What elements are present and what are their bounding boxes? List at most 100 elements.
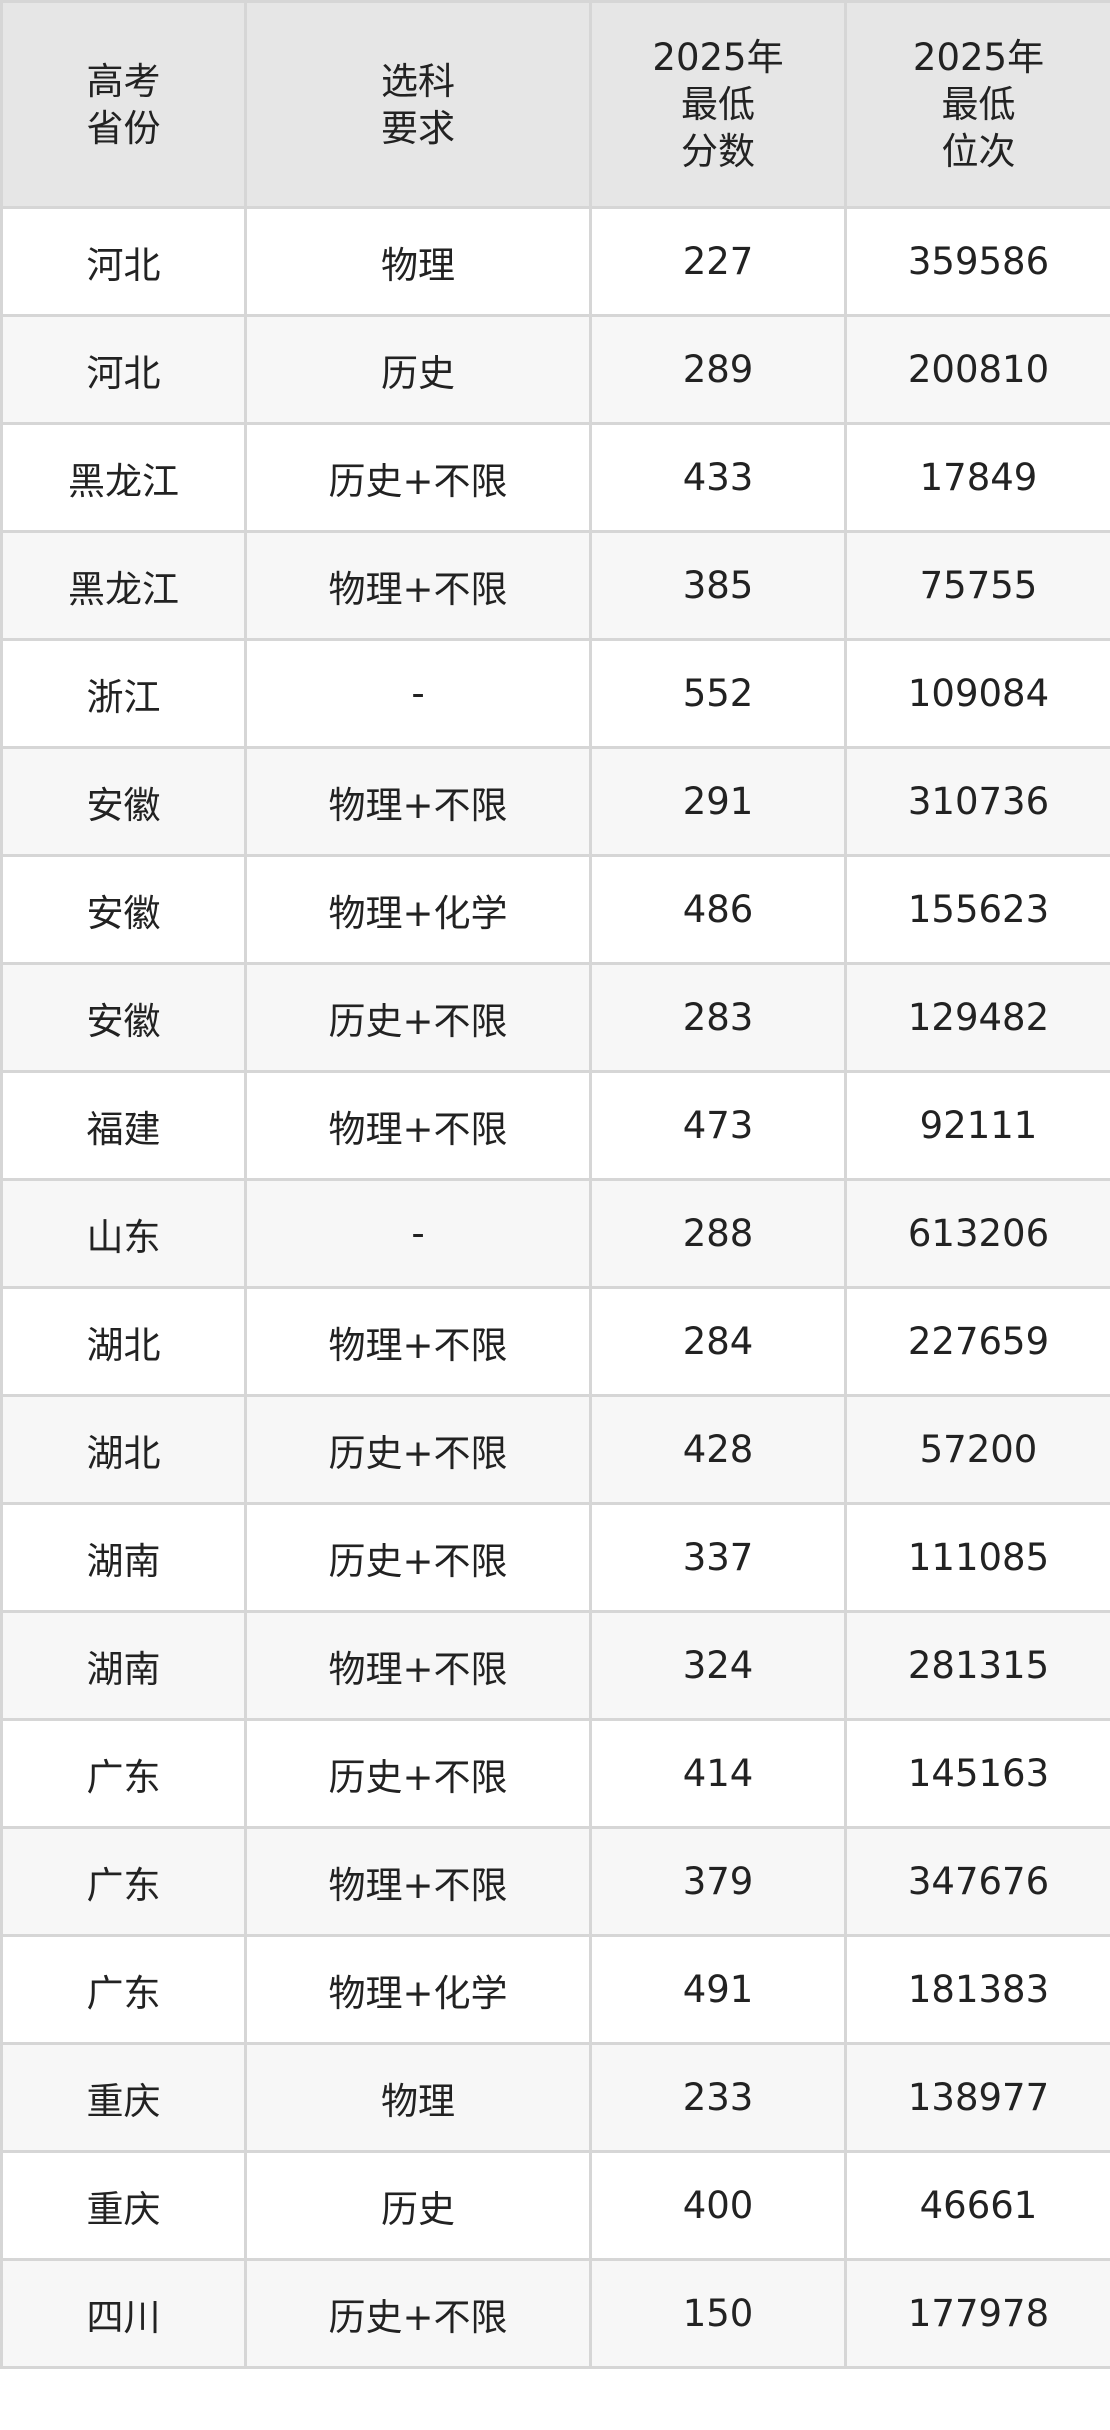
cell-subject: 物理+不限 (244, 746, 592, 857)
cell-province: 湖北 (0, 1286, 247, 1397)
cell-province: 安徽 (0, 746, 247, 857)
cell-min-score: 233 (589, 2042, 847, 2153)
table-row: 重庆 历史 400 46661 (0, 2150, 1110, 2261)
table-row: 湖南 历史+不限 337 111085 (0, 1502, 1110, 1613)
cell-province: 安徽 (0, 962, 247, 1073)
header-min-rank: 2025年 最低 位次 (844, 0, 1110, 209)
cell-min-score: 283 (589, 962, 847, 1073)
cell-subject: 物理+化学 (244, 1934, 592, 2045)
table-row: 四川 历史+不限 150 177978 (0, 2258, 1110, 2369)
header-label: 2025年 最低 分数 (652, 36, 784, 173)
cell-province: 广东 (0, 1718, 247, 1829)
header-row: 高考 省份 选科 要求 2025年 最低 分数 2025年 最低 位次 (0, 0, 1110, 209)
table-row: 河北 历史 289 200810 (0, 314, 1110, 425)
cell-min-rank: 17849 (844, 422, 1110, 533)
table-row: 安徽 物理+化学 486 155623 (0, 854, 1110, 965)
cell-province: 重庆 (0, 2042, 247, 2153)
cell-subject: 物理+不限 (244, 1610, 592, 1721)
table-row: 黑龙江 物理+不限 385 75755 (0, 530, 1110, 641)
cell-min-rank: 57200 (844, 1394, 1110, 1505)
cell-min-rank: 111085 (844, 1502, 1110, 1613)
cell-subject: 历史 (244, 2150, 592, 2261)
header-label: 选科 要求 (381, 59, 455, 150)
cell-province: 四川 (0, 2258, 247, 2369)
header-min-score: 2025年 最低 分数 (589, 0, 847, 209)
cell-subject: 物理+不限 (244, 1286, 592, 1397)
header-province: 高考 省份 (0, 0, 247, 209)
cell-min-score: 433 (589, 422, 847, 533)
cell-subject: 历史+不限 (244, 1394, 592, 1505)
cell-subject: 物理+化学 (244, 854, 592, 965)
table-row: 广东 物理+不限 379 347676 (0, 1826, 1110, 1937)
cell-min-score: 291 (589, 746, 847, 857)
cell-min-rank: 200810 (844, 314, 1110, 425)
cell-subject: 历史+不限 (244, 2258, 592, 2369)
cell-province: 重庆 (0, 2150, 247, 2261)
header-subject: 选科 要求 (244, 0, 592, 209)
table-row: 福建 物理+不限 473 92111 (0, 1070, 1110, 1181)
cell-min-score: 428 (589, 1394, 847, 1505)
cell-province: 广东 (0, 1826, 247, 1937)
cell-subject: - (244, 1178, 592, 1289)
cell-min-score: 150 (589, 2258, 847, 2369)
cell-min-rank: 92111 (844, 1070, 1110, 1181)
cell-province: 福建 (0, 1070, 247, 1181)
cell-min-score: 289 (589, 314, 847, 425)
cell-min-rank: 181383 (844, 1934, 1110, 2045)
header-label: 2025年 最低 位次 (912, 36, 1045, 173)
cell-min-score: 473 (589, 1070, 847, 1181)
cell-min-score: 491 (589, 1934, 847, 2045)
cell-min-rank: 75755 (844, 530, 1110, 641)
cell-province: 黑龙江 (0, 530, 247, 641)
cell-subject: 物理 (244, 206, 592, 317)
cell-subject: 物理+不限 (244, 1070, 592, 1181)
cell-min-score: 385 (589, 530, 847, 641)
table-row: 重庆 物理 233 138977 (0, 2042, 1110, 2153)
table-row: 黑龙江 历史+不限 433 17849 (0, 422, 1110, 533)
cell-min-score: 227 (589, 206, 847, 317)
table-row: 广东 历史+不限 414 145163 (0, 1718, 1110, 1829)
cell-min-score: 400 (589, 2150, 847, 2261)
cell-min-rank: 129482 (844, 962, 1110, 1073)
cell-min-rank: 613206 (844, 1178, 1110, 1289)
cell-min-rank: 227659 (844, 1286, 1110, 1397)
cell-subject: 历史+不限 (244, 422, 592, 533)
cell-min-rank: 177978 (844, 2258, 1110, 2369)
cell-subject: 物理+不限 (244, 1826, 592, 1937)
cell-min-score: 324 (589, 1610, 847, 1721)
cell-province: 黑龙江 (0, 422, 247, 533)
cell-min-rank: 138977 (844, 2042, 1110, 2153)
table-row: 河北 物理 227 359586 (0, 206, 1110, 317)
cell-subject: - (244, 638, 592, 749)
cell-min-score: 552 (589, 638, 847, 749)
cell-min-rank: 281315 (844, 1610, 1110, 1721)
cell-min-rank: 310736 (844, 746, 1110, 857)
table-row: 湖北 历史+不限 428 57200 (0, 1394, 1110, 1505)
cell-subject: 历史+不限 (244, 1502, 592, 1613)
table-row: 安徽 物理+不限 291 310736 (0, 746, 1110, 857)
cell-min-score: 284 (589, 1286, 847, 1397)
cell-province: 河北 (0, 206, 247, 317)
cell-min-score: 486 (589, 854, 847, 965)
admission-score-table: 高考 省份 选科 要求 2025年 最低 分数 2025年 最低 位次 河北 物理… (0, 0, 1110, 2369)
cell-subject: 历史+不限 (244, 1718, 592, 1829)
table-row: 湖南 物理+不限 324 281315 (0, 1610, 1110, 1721)
cell-province: 湖北 (0, 1394, 247, 1505)
table-row: 广东 物理+化学 491 181383 (0, 1934, 1110, 2045)
cell-min-score: 337 (589, 1502, 847, 1613)
cell-province: 山东 (0, 1178, 247, 1289)
cell-min-rank: 155623 (844, 854, 1110, 965)
table-row: 浙江 -552 109084 (0, 638, 1110, 749)
cell-min-score: 288 (589, 1178, 847, 1289)
cell-province: 安徽 (0, 854, 247, 965)
cell-province: 湖南 (0, 1610, 247, 1721)
cell-province: 浙江 (0, 638, 247, 749)
cell-province: 湖南 (0, 1502, 247, 1613)
header-label: 高考 省份 (86, 59, 161, 150)
cell-min-rank: 359586 (844, 206, 1110, 317)
cell-subject: 物理+不限 (244, 530, 592, 641)
table-row: 安徽 历史+不限 283 129482 (0, 962, 1110, 1073)
cell-subject: 历史 (244, 314, 592, 425)
cell-subject: 历史+不限 (244, 962, 592, 1073)
cell-province: 河北 (0, 314, 247, 425)
